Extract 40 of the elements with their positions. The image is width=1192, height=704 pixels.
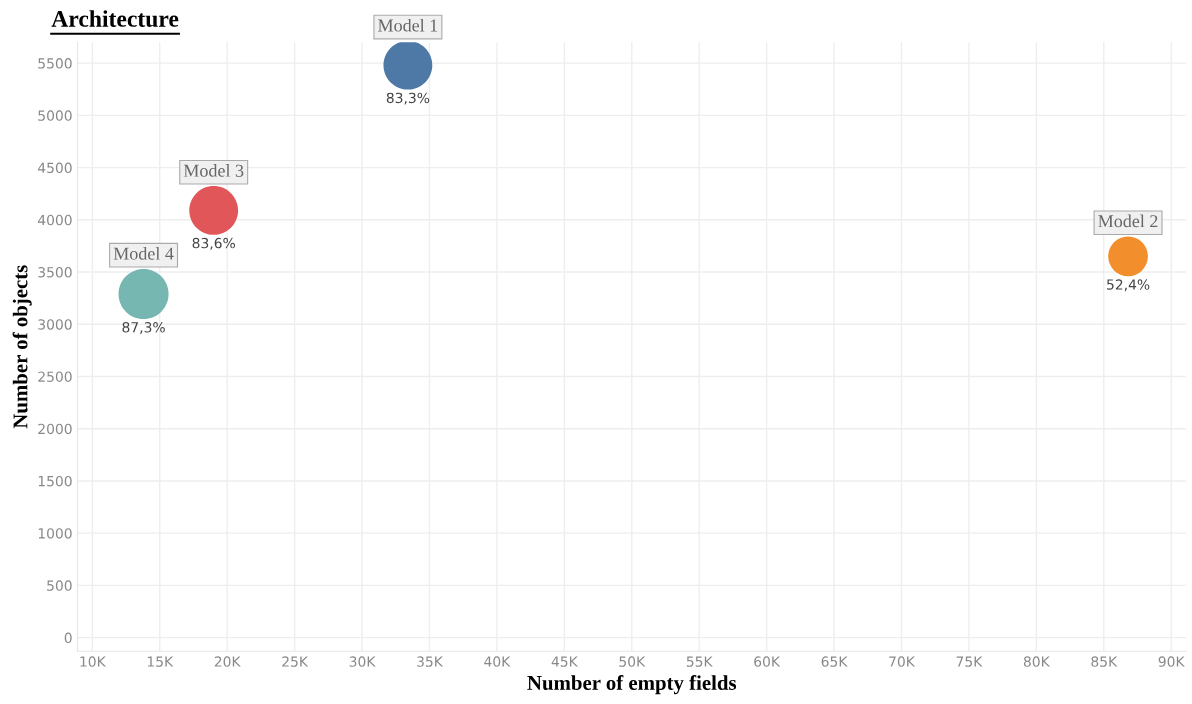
x-axis-title: Number of empty fields xyxy=(527,675,737,695)
x-tick-label: 30K xyxy=(349,656,376,667)
x-tick-label: 70K xyxy=(889,656,916,667)
x-tick-label: 20K xyxy=(214,656,241,667)
x-tick-label: 65K xyxy=(821,656,848,667)
x-tick-label: 60K xyxy=(754,656,781,667)
series-label: Model 4 xyxy=(113,247,174,260)
x-tick-label: 80K xyxy=(1023,656,1051,667)
x-tick-label: 75K xyxy=(956,656,983,667)
x-tick-label: 35K xyxy=(417,656,444,667)
x-tick-label: 25K xyxy=(282,656,309,667)
annotation: 52,4% xyxy=(1107,279,1150,292)
series-label: Model 2 xyxy=(1098,214,1158,228)
x-tick-label: 85K xyxy=(1091,656,1118,667)
x-tick-label: 55K xyxy=(686,656,713,667)
y-tick-label: 3500 xyxy=(38,267,72,278)
x-tick-label: 10K xyxy=(80,656,106,667)
x-tick-label: 15K xyxy=(147,656,174,667)
x-tick-label: 90K xyxy=(1158,656,1185,667)
y-tick-label: 4500 xyxy=(37,162,72,174)
y-tick-label: 2000 xyxy=(38,423,72,435)
x-tick-label: 40K xyxy=(484,656,511,667)
annotation: 83,3% xyxy=(386,92,430,105)
y-tick-label: 2500 xyxy=(38,371,72,382)
y-tick-label: 5500 xyxy=(38,58,72,69)
y-tick-label: 4000 xyxy=(37,214,72,226)
x-tick-label: 45K xyxy=(551,656,579,667)
y-tick-label: 1500 xyxy=(38,475,72,487)
y-tick-label: 3000 xyxy=(38,319,72,330)
chart-title: Architecture xyxy=(51,10,179,27)
y-tick-label: 5000 xyxy=(38,110,72,121)
series-label: Model 1 xyxy=(378,18,438,32)
annotation: 83,6% xyxy=(192,237,235,250)
annotation: 87,3% xyxy=(122,322,165,334)
x-tick-label: 50K xyxy=(619,656,646,667)
y-axis-title: Number of objects xyxy=(12,265,32,429)
y-tick-label: 500 xyxy=(47,580,72,591)
y-tick-label: 1000 xyxy=(38,528,72,539)
y-tick-label: 0 xyxy=(64,632,72,644)
series-label: Model 3 xyxy=(183,164,244,177)
